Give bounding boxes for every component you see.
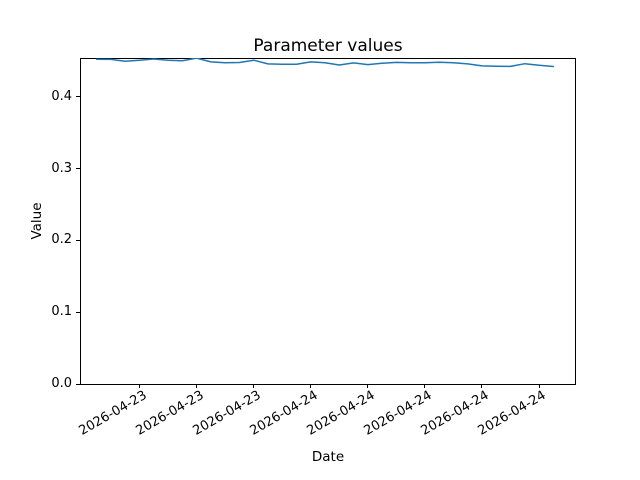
y-tick-label: 0.4 — [51, 88, 72, 104]
x-tick-mark — [424, 384, 426, 388]
chart-title: Parameter values — [253, 36, 403, 56]
data-line-series — [95, 57, 555, 67]
x-tick-mark — [196, 384, 198, 388]
y-tick-label: 0.2 — [51, 232, 72, 248]
x-tick-mark — [481, 384, 483, 388]
y-tick-mark — [76, 383, 80, 385]
x-axis-label: Date — [311, 449, 345, 465]
x-tick-mark — [367, 384, 369, 388]
y-tick-label: 0.0 — [51, 376, 72, 391]
y-tick-mark — [76, 96, 80, 98]
axes-frame — [80, 57, 576, 385]
x-tick-mark — [253, 384, 255, 388]
y-tick-mark — [76, 311, 80, 313]
x-tick-mark — [538, 384, 540, 388]
plot-area — [80, 57, 576, 385]
y-tick-label: 0.1 — [51, 304, 72, 320]
x-tick-mark — [310, 384, 312, 388]
y-tick-label: 0.3 — [51, 160, 72, 176]
x-tick-mark — [139, 384, 140, 388]
y-tick-mark — [76, 239, 80, 241]
y-tick-mark — [76, 168, 80, 170]
y-axis-label: Value — [29, 202, 45, 240]
